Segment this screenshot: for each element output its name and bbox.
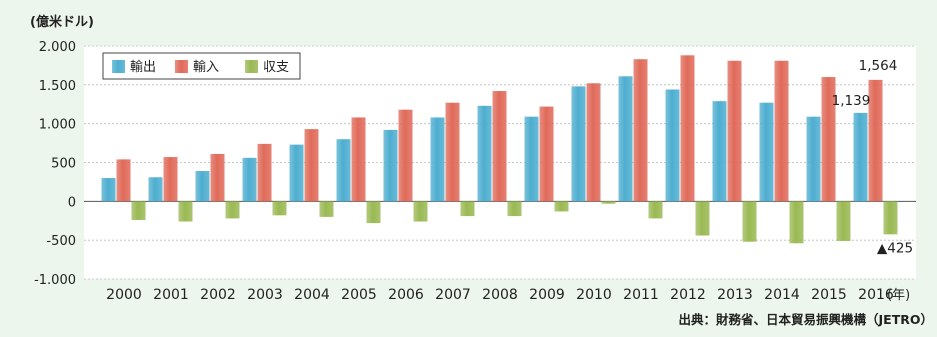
x-tick-label: 2011 — [623, 287, 659, 303]
bar-輸入-2009 — [539, 106, 554, 202]
bar-収支-2004 — [319, 201, 334, 217]
bar-収支-2001 — [178, 201, 193, 222]
y-tick-label: 1.500 — [39, 79, 76, 94]
annotations: 1,564 1,139 ▲425 — [832, 58, 913, 256]
x-tick-label: 2003 — [247, 287, 283, 303]
data-annotation: 1,139 — [832, 93, 871, 109]
bar-収支-2002 — [225, 201, 240, 219]
bar-輸入-2016 — [868, 79, 883, 202]
bar-輸入-2010 — [586, 83, 601, 202]
x-tick-label: 2016 — [858, 287, 894, 303]
bar-輸入-2015 — [821, 77, 836, 202]
data-annotation: 1,564 — [859, 58, 898, 74]
x-tick-label: 2006 — [388, 287, 424, 303]
bar-輸出-2008 — [477, 105, 492, 202]
x-tick-label: 2009 — [529, 287, 565, 303]
y-axis-unit-label: (億米ドル) — [30, 14, 94, 30]
x-tick-label: 2010 — [576, 287, 612, 303]
bar-輸入-2007 — [445, 102, 460, 202]
bar-輸出-2016 — [853, 112, 868, 202]
bar-輸入-2012 — [680, 55, 695, 202]
bar-輸入-2003 — [257, 143, 272, 202]
bar-収支-2014 — [789, 201, 804, 244]
bar-輸入-2008 — [492, 91, 507, 202]
x-tick-label: 2002 — [200, 287, 236, 303]
x-axis-unit-label: (年) — [887, 288, 910, 303]
bar-輸出-2005 — [336, 139, 351, 202]
bar-収支-2000 — [131, 201, 146, 220]
y-tick-label: 1.000 — [39, 118, 76, 133]
bar-収支-2009 — [554, 201, 569, 212]
bar-輸出-2011 — [618, 76, 633, 202]
bar-輸入-2005 — [351, 117, 366, 202]
bar-収支-2003 — [272, 201, 287, 216]
legend-items: 輸出 輸入 収支 — [112, 60, 289, 75]
bar-収支-2008 — [507, 201, 522, 217]
legend-swatch — [112, 60, 125, 73]
bar-輸入-2006 — [398, 109, 413, 202]
bar-輸出-2009 — [524, 116, 539, 202]
bar-収支-2011 — [648, 201, 663, 219]
y-tick-label: 500 — [51, 157, 76, 172]
legend-box — [102, 52, 301, 80]
bar-輸入-2004 — [304, 129, 319, 202]
bar-輸出-2003 — [242, 157, 257, 202]
x-tick-label: 2007 — [435, 287, 471, 303]
bar-輸出-2014 — [759, 102, 774, 202]
bar-輸入-2001 — [163, 157, 178, 202]
legend-label: 収支 — [263, 60, 289, 75]
x-axis-ticks: 2000 2001 2002 2003 2004 2005 2006 2007 2008 2009… — [106, 287, 910, 303]
x-tick-label: 2008 — [482, 287, 518, 303]
y-tick-label: 2.000 — [39, 40, 76, 55]
x-tick-label: 2015 — [811, 287, 847, 303]
bar-収支-2007 — [460, 201, 475, 217]
bar-収支-2005 — [366, 201, 381, 224]
bar-輸出-2001 — [148, 177, 163, 202]
bar-収支-2013 — [742, 201, 757, 242]
bar-輸出-2004 — [289, 144, 304, 202]
x-tick-label: 2012 — [670, 287, 706, 303]
bar-輸出-2006 — [383, 129, 398, 202]
bar-収支-2016 — [883, 201, 898, 235]
bar-輸入-2002 — [210, 153, 225, 202]
bar-輸出-2007 — [430, 117, 445, 202]
y-tick-label: -1.000 — [34, 273, 76, 288]
bar-収支-2006 — [413, 201, 428, 222]
bar-輸出-2012 — [665, 89, 680, 202]
x-tick-label: 2004 — [294, 287, 330, 303]
legend-swatch — [245, 60, 258, 73]
bar-輸入-2014 — [774, 60, 789, 202]
bar-収支-2015 — [836, 201, 851, 241]
bar-輸入-2013 — [727, 60, 742, 202]
y-tick-label: 0 — [68, 195, 76, 210]
x-tick-label: 2005 — [341, 287, 377, 303]
legend-label: 輸入 — [193, 60, 219, 75]
legend-label: 輸出 — [130, 60, 156, 75]
x-tick-label: 2013 — [717, 287, 753, 303]
bar-輸出-2010 — [571, 86, 586, 202]
bar-輸出-2000 — [101, 178, 116, 202]
y-tick-label: -500 — [46, 234, 76, 249]
legend: 輸出 輸入 収支 — [102, 52, 301, 80]
bar-輸出-2002 — [195, 171, 210, 202]
bar-輸入-2011 — [633, 59, 648, 202]
x-tick-label: 2001 — [153, 287, 189, 303]
bar-収支-2010 — [601, 201, 616, 204]
legend-swatch — [175, 60, 188, 73]
bar-収支-2012 — [695, 201, 710, 236]
x-tick-label: 2000 — [106, 287, 142, 303]
y-axis-ticks: -1.000 -500 0 500 1.000 1.500 2.000 — [34, 40, 76, 288]
data-annotation: ▲425 — [877, 240, 913, 256]
bars — [101, 55, 898, 244]
bar-輸出-2015 — [806, 116, 821, 202]
source-note: 出典：財務省、日本貿易振興機構（JETRO） — [679, 312, 933, 327]
bar-輸入-2000 — [116, 159, 131, 202]
bar-輸出-2013 — [712, 101, 727, 202]
x-tick-label: 2014 — [764, 287, 800, 303]
